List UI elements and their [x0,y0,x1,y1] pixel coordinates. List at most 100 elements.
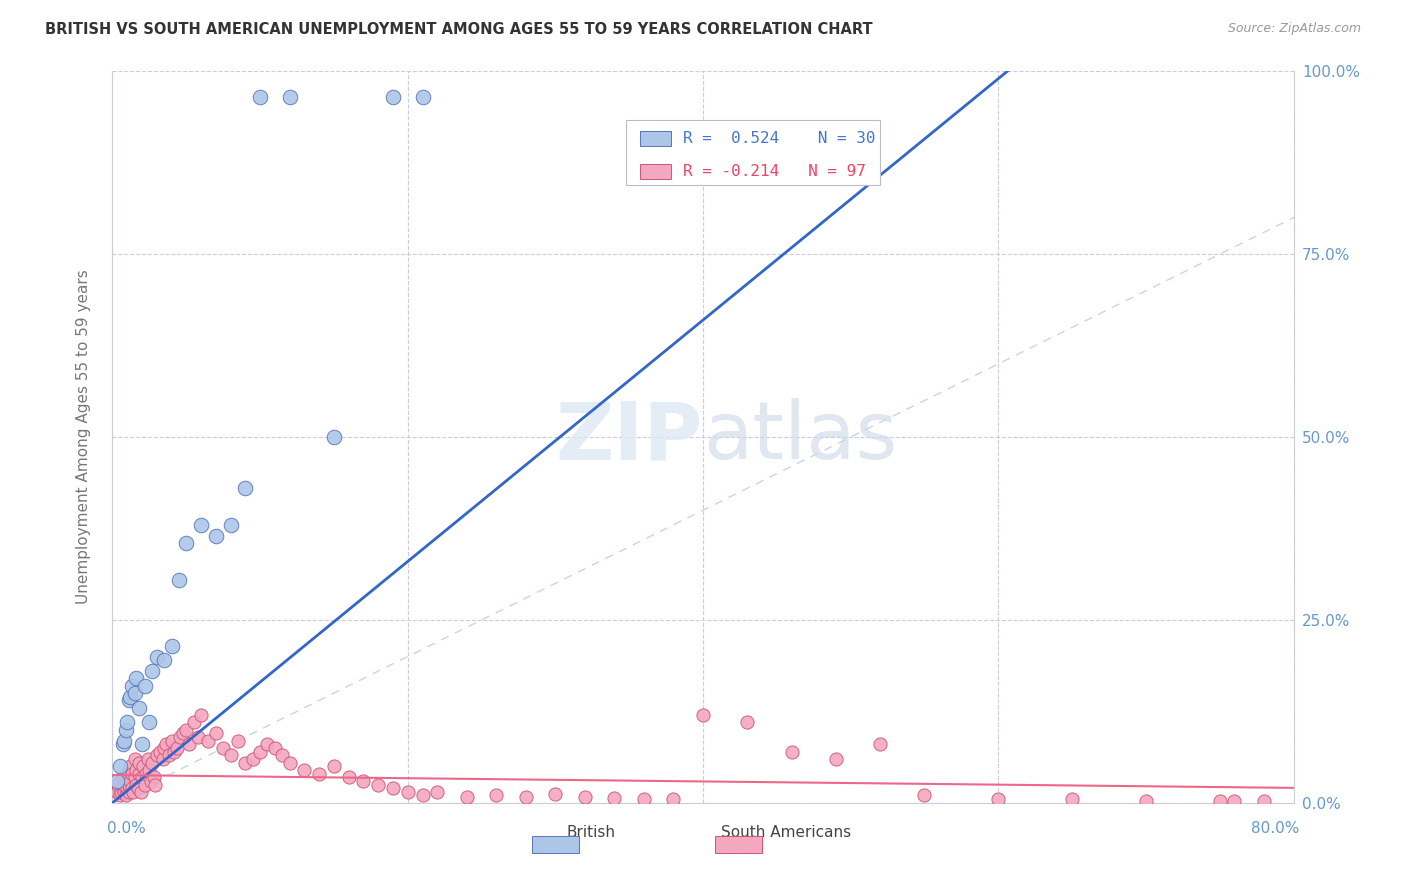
Point [183,715,205,730]
Point [337,770,360,784]
Point [120,773,142,788]
Point [249,90,271,104]
Point [114,773,136,788]
Point [411,789,433,803]
Point [1062,792,1084,806]
Point [233,756,256,770]
Point [780,745,803,759]
Point [112,785,135,799]
Point [134,679,156,693]
Point [153,653,176,667]
Point [292,763,315,777]
Point [212,740,235,755]
Point [114,789,136,803]
FancyBboxPatch shape [626,120,880,185]
Point [352,773,374,788]
Text: British: British [567,824,616,839]
Point [190,517,212,532]
Point [117,715,138,730]
Point [117,781,138,796]
Text: atlas: atlas [703,398,897,476]
Point [118,785,141,799]
Point [174,723,197,737]
Point [633,792,655,806]
Point [256,737,278,751]
FancyBboxPatch shape [714,837,762,853]
Point [107,778,129,792]
Point [121,679,143,693]
Point [367,778,389,792]
Point [914,789,936,803]
Point [135,766,157,780]
Text: Source: ZipAtlas.com: Source: ZipAtlas.com [1227,22,1361,36]
Point [219,748,242,763]
Point [205,726,228,740]
Point [108,773,131,788]
Point [152,752,174,766]
Point [131,770,153,784]
Point [120,690,142,704]
Point [179,737,201,751]
Point [160,733,183,747]
Point [138,763,160,777]
Point [278,756,301,770]
Point [157,748,180,763]
Point [544,787,567,801]
Point [125,778,148,792]
Point [111,770,134,784]
Point [153,740,176,755]
Text: South Americans: South Americans [721,824,851,839]
Point [308,766,330,780]
Point [264,740,287,755]
Point [112,778,135,792]
Point [121,766,143,780]
Point [120,759,142,773]
Point [1135,794,1157,808]
Point [121,781,143,796]
Point [1223,794,1246,808]
Point [662,792,685,806]
Point [131,737,153,751]
Point [124,686,146,700]
Y-axis label: Unemployment Among Ages 55 to 59 years: Unemployment Among Ages 55 to 59 years [76,269,91,605]
Text: R =  0.524    N = 30: R = 0.524 N = 30 [683,131,876,146]
Point [105,773,128,788]
Point [174,536,197,550]
Point [323,430,346,444]
Point [737,715,759,730]
Point [1208,794,1232,808]
Text: BRITISH VS SOUTH AMERICAN UNEMPLOYMENT AMONG AGES 55 TO 59 YEARS CORRELATION CHA: BRITISH VS SOUTH AMERICAN UNEMPLOYMENT A… [45,22,873,37]
Point [167,573,190,587]
FancyBboxPatch shape [640,131,671,146]
Point [456,789,478,804]
Point [190,708,212,723]
Point [382,781,405,796]
Point [114,723,136,737]
Point [112,733,135,747]
Point [574,789,596,804]
Point [127,781,149,796]
Point [142,770,165,784]
Point [117,766,138,780]
Point [382,90,405,104]
Point [139,773,162,788]
Text: 80.0%: 80.0% [1251,821,1299,836]
Point [110,785,132,799]
Point [323,759,346,773]
Point [143,778,166,792]
Point [155,737,177,751]
Text: R = -0.214   N = 97: R = -0.214 N = 97 [683,164,866,179]
Point [987,792,1010,806]
Point [172,726,194,740]
Point [226,733,249,747]
Point [141,756,163,770]
Point [128,700,150,714]
Point [278,90,301,104]
Point [136,752,159,766]
Point [132,759,155,773]
Point [233,481,256,495]
Point [205,529,228,543]
Point [160,639,183,653]
Point [128,766,150,780]
Point [271,748,294,763]
